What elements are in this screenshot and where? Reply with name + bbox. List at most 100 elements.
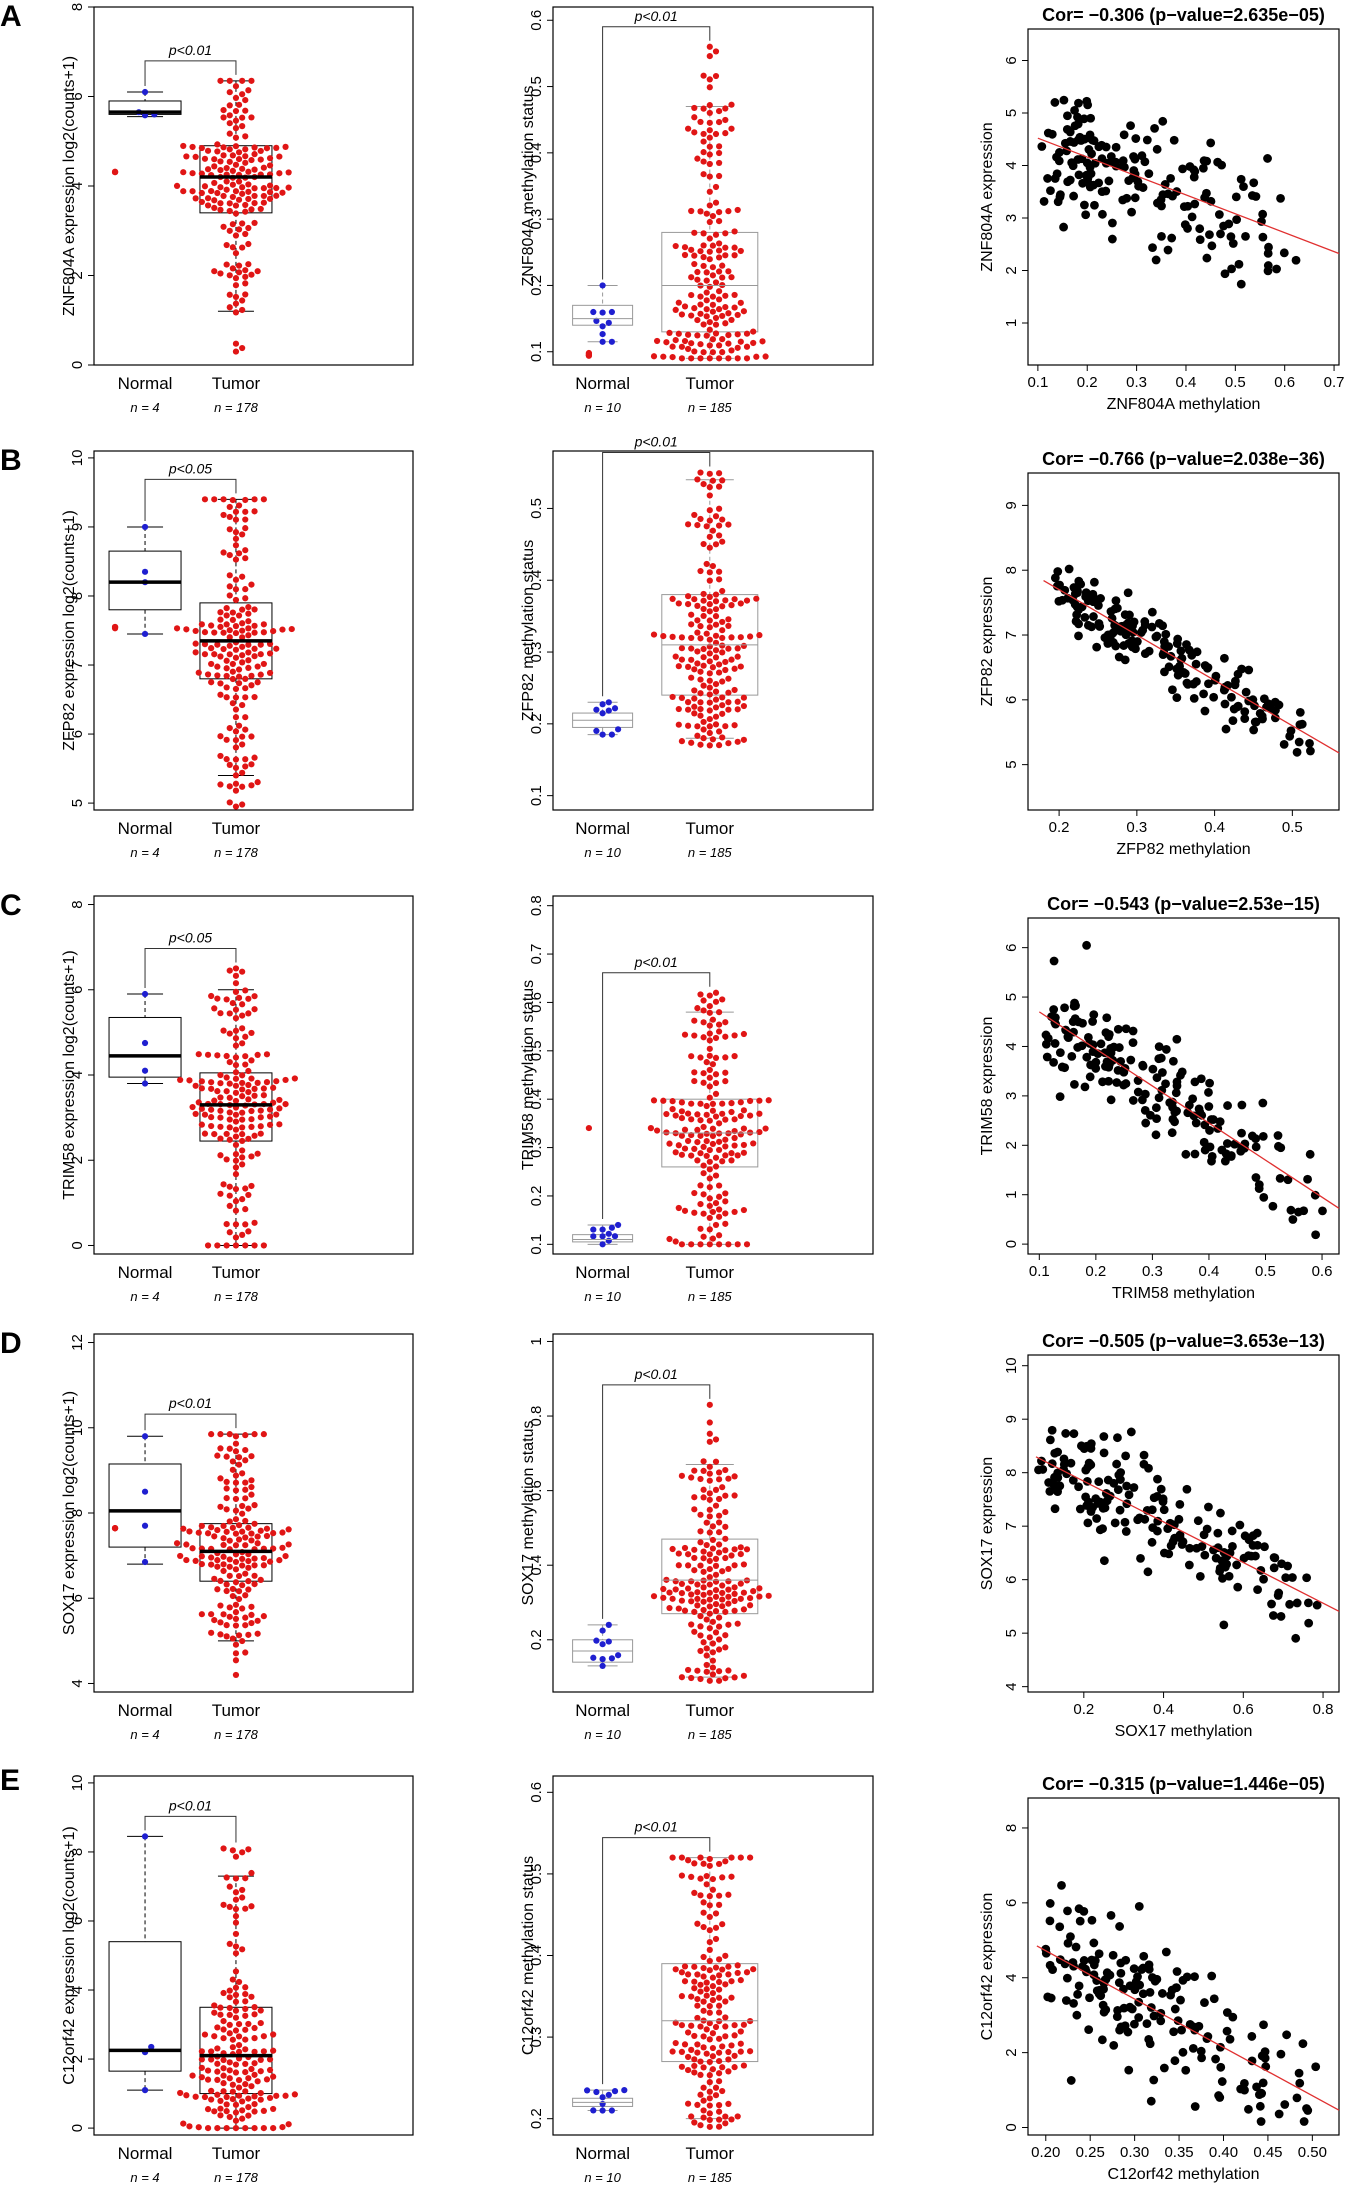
tumor-point	[201, 1111, 209, 1118]
tumor-point	[703, 1111, 710, 1118]
tumor-point	[220, 152, 227, 159]
y-tick-label: 0	[69, 2124, 86, 2132]
tumor-point	[697, 1241, 704, 1248]
tumor-point	[254, 2078, 261, 2085]
scatter-point	[1104, 176, 1114, 186]
scatter-point	[1305, 738, 1314, 748]
tumor-point	[232, 1530, 240, 1537]
tumor-point	[239, 190, 246, 197]
tumor-point	[235, 1588, 243, 1595]
tumor-point	[232, 282, 240, 289]
tumor-point	[716, 2009, 723, 2016]
tumor-point	[706, 1596, 713, 1603]
tumor-point	[232, 1015, 240, 1022]
tumor-point	[232, 1164, 240, 1171]
tumor-point	[719, 538, 726, 545]
tumor-point	[235, 1572, 243, 1580]
tumor-point	[217, 270, 224, 277]
y-tick-label: 4	[69, 1986, 86, 1994]
tumor-point	[245, 1191, 252, 1199]
tumor-point	[706, 569, 713, 576]
tumor-point	[245, 1631, 252, 1638]
tumor-point	[691, 1860, 698, 1867]
scatter-point	[1071, 1942, 1081, 1952]
tumor-point	[706, 2009, 713, 2016]
tumor-point	[722, 666, 729, 674]
tumor-point	[706, 1226, 713, 1233]
tumor-point	[232, 2061, 240, 2068]
scatter-point	[1084, 1458, 1094, 1468]
tumor-point	[220, 192, 227, 200]
tumor-point	[229, 244, 236, 251]
tumor-point	[706, 650, 713, 657]
tumor-point	[192, 1082, 199, 1089]
tumor-point	[208, 2096, 215, 2103]
tumor-point	[273, 192, 280, 199]
tumor-point	[242, 2012, 249, 2019]
tumor-point	[709, 2066, 717, 2073]
tumor-point	[254, 679, 261, 686]
tumor-point	[688, 1873, 695, 1880]
y-tick-label: 6	[69, 1917, 86, 1925]
scatter-point	[1276, 1143, 1286, 1153]
tumor-point	[709, 1545, 717, 1552]
tumor-point	[235, 1461, 243, 1468]
tumor-point	[266, 1121, 274, 1128]
tumor-point	[223, 186, 230, 193]
scatter-point	[1089, 136, 1099, 146]
normal-point	[590, 308, 597, 316]
tumor-point	[223, 241, 230, 249]
tumor-point	[706, 1893, 713, 1900]
scatter-point	[1102, 1013, 1112, 1023]
scatter-point	[1149, 2075, 1159, 2085]
tumor-point	[728, 634, 735, 641]
tumor-point	[239, 643, 246, 650]
tumor-point	[719, 642, 726, 649]
scatter-point	[1067, 1051, 1077, 1061]
scatter-point	[1138, 183, 1148, 192]
tumor-point	[257, 1107, 264, 1114]
tumor-point	[706, 608, 713, 615]
regression-line	[1037, 137, 1340, 255]
tumor-point	[681, 1607, 689, 1614]
normal-point	[599, 338, 606, 345]
y-tick-label: 10	[69, 1419, 86, 1436]
tumor-point	[712, 1502, 720, 1509]
scatter-point	[1263, 248, 1273, 258]
scatter-point	[1061, 1429, 1071, 1438]
tumor-point	[678, 1108, 686, 1115]
tumor-point	[697, 293, 704, 300]
tumor-point	[725, 1586, 732, 1593]
plot-frame	[552, 1333, 874, 1693]
tumor-point	[204, 195, 212, 202]
tumor-point	[691, 511, 698, 519]
tumor-point	[666, 329, 673, 336]
tumor-point	[734, 1241, 741, 1248]
tumor-point	[700, 349, 707, 356]
tumor-point	[232, 1097, 240, 1105]
tumor-point	[734, 653, 741, 660]
tumor-point	[229, 181, 236, 188]
tumor-point	[223, 605, 230, 612]
scatter-point	[1101, 1062, 1110, 1071]
tumor-point	[719, 312, 726, 320]
normal-point	[611, 2088, 619, 2095]
scatter-point	[1120, 1517, 1130, 1527]
y-tick-label: 0.3	[528, 1137, 545, 1158]
tumor-point	[706, 593, 713, 601]
scatter-point	[1248, 1531, 1258, 1541]
tumor-point	[235, 196, 243, 203]
tumor-point	[700, 2114, 707, 2121]
tumor-point	[232, 1141, 240, 1149]
y-tick-label: 5	[1003, 109, 1020, 117]
tumor-point	[214, 672, 221, 679]
y-tick-label: 0.6	[528, 10, 545, 31]
scatter-point	[1063, 1906, 1072, 1916]
tumor-point	[245, 649, 252, 656]
tumor-point	[709, 1997, 717, 2004]
tumor-point	[716, 2035, 723, 2042]
tumor-point	[232, 2007, 240, 2014]
tumor-point	[208, 1106, 215, 1113]
plot-frame	[1027, 1354, 1340, 1693]
scatter-point	[1219, 1620, 1229, 1630]
